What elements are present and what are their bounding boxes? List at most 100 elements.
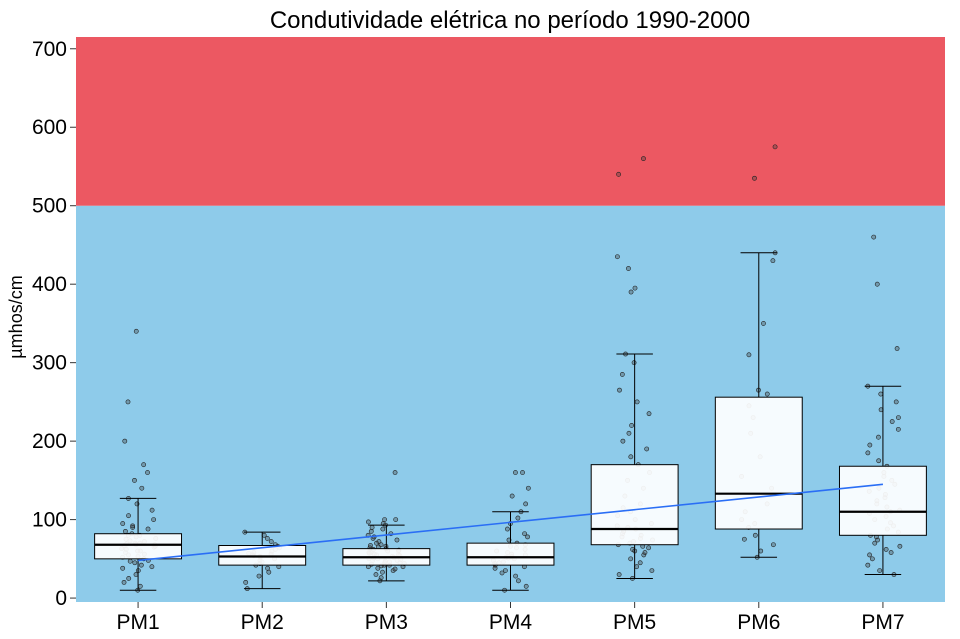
- data-point: [871, 234, 877, 240]
- data-point: [139, 485, 145, 491]
- x-tick-label: PM3: [365, 611, 408, 634]
- data-point: [525, 485, 531, 491]
- data-point: [626, 266, 631, 271]
- box-pm1: [94, 533, 183, 560]
- background-band-1: [76, 37, 945, 206]
- data-point: [523, 501, 529, 507]
- data-point: [874, 281, 880, 287]
- data-point: [867, 442, 873, 448]
- data-point: [631, 360, 637, 366]
- data-point: [149, 507, 155, 513]
- x-tick-label: PM5: [613, 611, 656, 634]
- data-point: [628, 454, 634, 460]
- data-point: [132, 560, 138, 566]
- data-point: [628, 289, 634, 295]
- data-point: [876, 458, 882, 464]
- data-point: [378, 575, 384, 581]
- data-point: [130, 523, 135, 529]
- data-point: [634, 564, 640, 570]
- y-tick-label: 100: [32, 509, 67, 532]
- data-point: [772, 144, 778, 150]
- data-point: [770, 542, 776, 548]
- data-point: [122, 438, 128, 444]
- data-point: [619, 372, 625, 377]
- data-point: [752, 532, 758, 538]
- y-tick-label: 200: [32, 430, 67, 453]
- data-point: [513, 470, 518, 475]
- x-tick-label: PM6: [737, 611, 780, 634]
- data-point: [392, 566, 398, 572]
- data-point: [895, 426, 901, 432]
- x-tick-label: PM1: [116, 611, 159, 634]
- data-point: [893, 399, 899, 405]
- x-tick-label: PM4: [489, 611, 533, 634]
- data-point: [628, 556, 634, 562]
- data-point: [392, 470, 398, 475]
- data-point: [865, 450, 871, 456]
- data-point: [641, 552, 647, 558]
- data-point: [393, 517, 399, 523]
- data-point: [616, 171, 622, 177]
- data-point: [761, 321, 766, 326]
- data-point: [366, 519, 371, 525]
- data-point: [133, 328, 139, 334]
- data-point: [646, 411, 652, 417]
- data-point: [375, 565, 381, 571]
- data-point: [502, 568, 508, 574]
- data-point: [369, 525, 375, 530]
- trend-line-group: [137, 483, 884, 562]
- box-pm4: [466, 542, 555, 566]
- data-point: [382, 517, 387, 523]
- data-point: [256, 573, 262, 579]
- data-point: [380, 569, 385, 575]
- data-point: [138, 562, 144, 568]
- data-point: [513, 573, 518, 579]
- data-point: [889, 419, 895, 424]
- data-point: [120, 565, 126, 571]
- data-point: [877, 568, 883, 574]
- data-point: [132, 477, 137, 483]
- data-point: [126, 513, 131, 519]
- data-point: [374, 540, 379, 546]
- data-point: [522, 531, 527, 537]
- data-point: [523, 583, 529, 589]
- data-point: [637, 560, 643, 566]
- data-point: [505, 526, 510, 532]
- data-point: [394, 537, 400, 543]
- data-point: [896, 415, 901, 420]
- data-point: [632, 285, 638, 291]
- data-point: [630, 547, 635, 552]
- data-point: [525, 534, 530, 540]
- data-point: [620, 438, 626, 444]
- data-point: [266, 569, 272, 575]
- data-point: [520, 470, 525, 475]
- data-point: [872, 540, 878, 546]
- data-point: [368, 528, 374, 534]
- chart-title: Condutividade elétrica no período 1990-2…: [270, 7, 750, 34]
- data-point: [141, 462, 147, 468]
- data-point: [509, 493, 515, 499]
- data-point: [373, 572, 379, 577]
- data-point: [634, 399, 640, 405]
- data-point: [243, 579, 249, 585]
- y-tick-label: 400: [32, 273, 67, 296]
- data-point: [126, 576, 132, 581]
- y-tick-label: 0: [55, 587, 67, 610]
- data-point: [614, 254, 620, 260]
- data-point: [149, 564, 155, 570]
- data-point: [120, 521, 126, 526]
- data-point: [145, 526, 151, 532]
- y-tick-label: 500: [32, 195, 67, 218]
- x-tick-label: PM2: [241, 611, 284, 634]
- data-point: [133, 572, 139, 577]
- data-point: [770, 258, 776, 264]
- data-point: [888, 550, 894, 555]
- data-point: [145, 470, 150, 475]
- data-point: [646, 545, 652, 551]
- data-point: [626, 430, 632, 436]
- data-point: [764, 391, 770, 397]
- data-point: [499, 570, 505, 576]
- data-point: [741, 536, 747, 542]
- box-pm5: [590, 464, 679, 546]
- data-point: [127, 558, 133, 564]
